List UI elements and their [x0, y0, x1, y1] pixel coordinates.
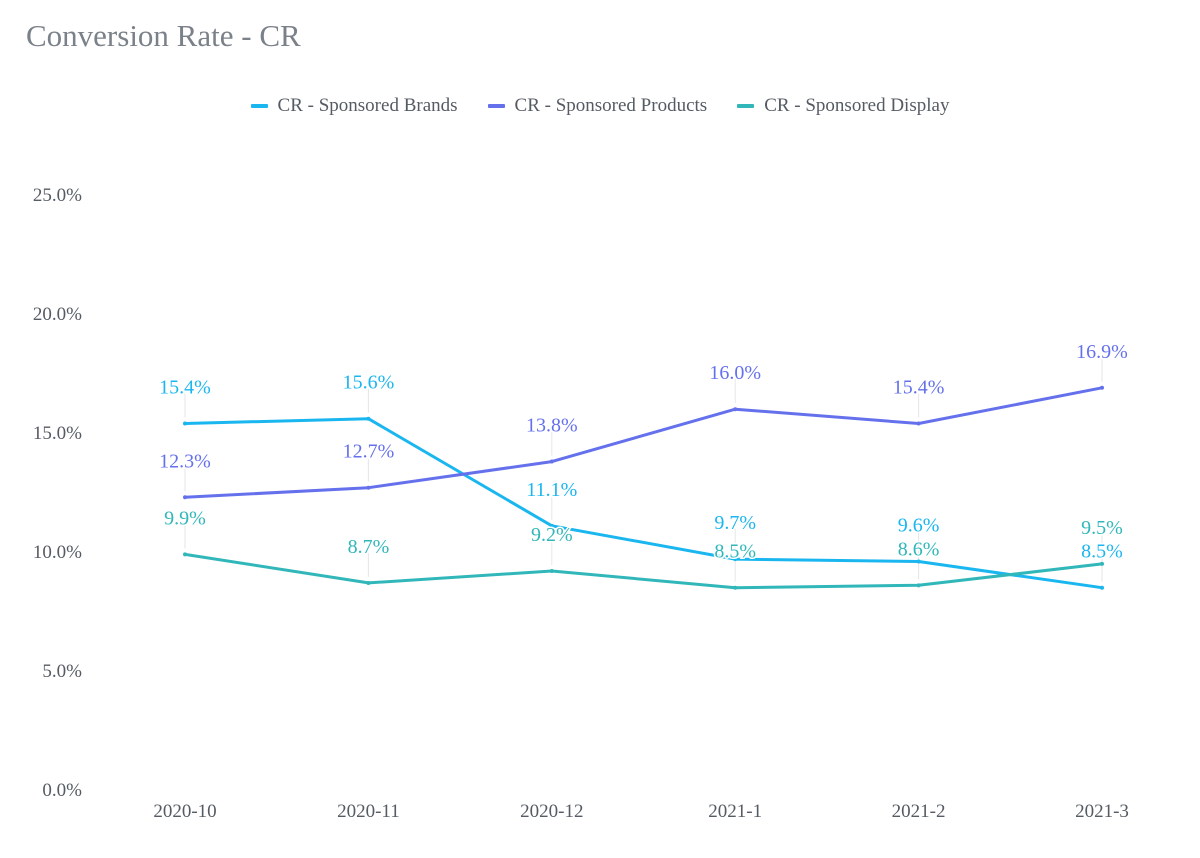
- legend: CR - Sponsored Brands CR - Sponsored Pro…: [0, 95, 1200, 117]
- x-tick-label: 2020-11: [337, 801, 400, 822]
- data-point: [549, 459, 554, 464]
- chart-title: Conversion Rate - CR: [26, 18, 301, 53]
- legend-label-sponsored-brands: CR - Sponsored Brands: [277, 95, 458, 116]
- data-point: [549, 523, 554, 528]
- data-label: 15.6%: [343, 372, 395, 394]
- legend-swatch-sponsored-brands: [250, 104, 268, 108]
- data-point: [916, 559, 921, 564]
- data-label: 15.4%: [893, 376, 945, 398]
- data-point: [733, 557, 738, 562]
- data-label: 16.0%: [709, 362, 761, 384]
- data-label: 9.6%: [898, 515, 940, 537]
- data-point: [733, 585, 738, 590]
- legend-swatch-sponsored-display: [737, 104, 755, 108]
- data-point: [1100, 585, 1104, 590]
- y-tick-label: 10.0%: [33, 542, 82, 563]
- y-tick-label: 20.0%: [33, 304, 82, 325]
- legend-item-sponsored-products[interactable]: CR - Sponsored Products: [487, 95, 708, 117]
- legend-swatch-sponsored-products: [487, 104, 505, 108]
- data-label: 12.3%: [159, 450, 211, 472]
- data-point: [366, 416, 371, 421]
- legend-label-sponsored-products: CR - Sponsored Products: [514, 95, 708, 116]
- legend-item-sponsored-brands[interactable]: CR - Sponsored Brands: [250, 95, 458, 117]
- data-point: [1100, 385, 1104, 390]
- data-point: [1100, 561, 1104, 566]
- y-tick-label: 15.0%: [33, 423, 82, 444]
- data-label: 12.7%: [343, 441, 395, 463]
- data-label: 8.5%: [714, 541, 756, 563]
- data-point: [733, 407, 738, 412]
- data-point: [183, 552, 187, 557]
- x-tick-label: 2020-10: [153, 801, 216, 822]
- data-point: [549, 569, 554, 574]
- data-label: 15.4%: [159, 376, 211, 398]
- y-tick-label: 0.0%: [42, 780, 82, 801]
- data-label: 16.9%: [1076, 341, 1128, 363]
- data-label: 13.8%: [526, 415, 578, 437]
- x-tick-label: 2020-12: [520, 801, 583, 822]
- series-line-cr-sponsored-brands: [183, 417, 1104, 590]
- data-label: 8.6%: [898, 538, 940, 560]
- data-label: 9.2%: [531, 524, 573, 546]
- data-point: [183, 421, 187, 426]
- data-label: 8.5%: [1081, 541, 1123, 563]
- data-label: 11.1%: [526, 479, 577, 501]
- y-tick-label: 25.0%: [33, 185, 82, 206]
- data-point: [916, 421, 921, 426]
- legend-label-sponsored-display: CR - Sponsored Display: [764, 95, 950, 116]
- data-label: 9.5%: [1081, 517, 1123, 539]
- series-line-cr-sponsored-display: [183, 552, 1104, 590]
- data-point: [366, 485, 371, 490]
- data-point: [183, 495, 187, 500]
- series-line-cr-sponsored-products: [183, 386, 1104, 499]
- legend-item-sponsored-display[interactable]: CR - Sponsored Display: [737, 95, 949, 117]
- data-label: 8.7%: [348, 536, 390, 558]
- data-point: [916, 583, 921, 588]
- data-point: [366, 580, 371, 585]
- x-tick-label: 2021-3: [1075, 801, 1129, 822]
- y-tick-label: 5.0%: [42, 661, 82, 682]
- x-tick-label: 2021-2: [892, 801, 946, 822]
- x-tick-label: 2021-1: [708, 801, 762, 822]
- data-label: 9.7%: [714, 512, 756, 534]
- data-label: 9.9%: [164, 507, 206, 529]
